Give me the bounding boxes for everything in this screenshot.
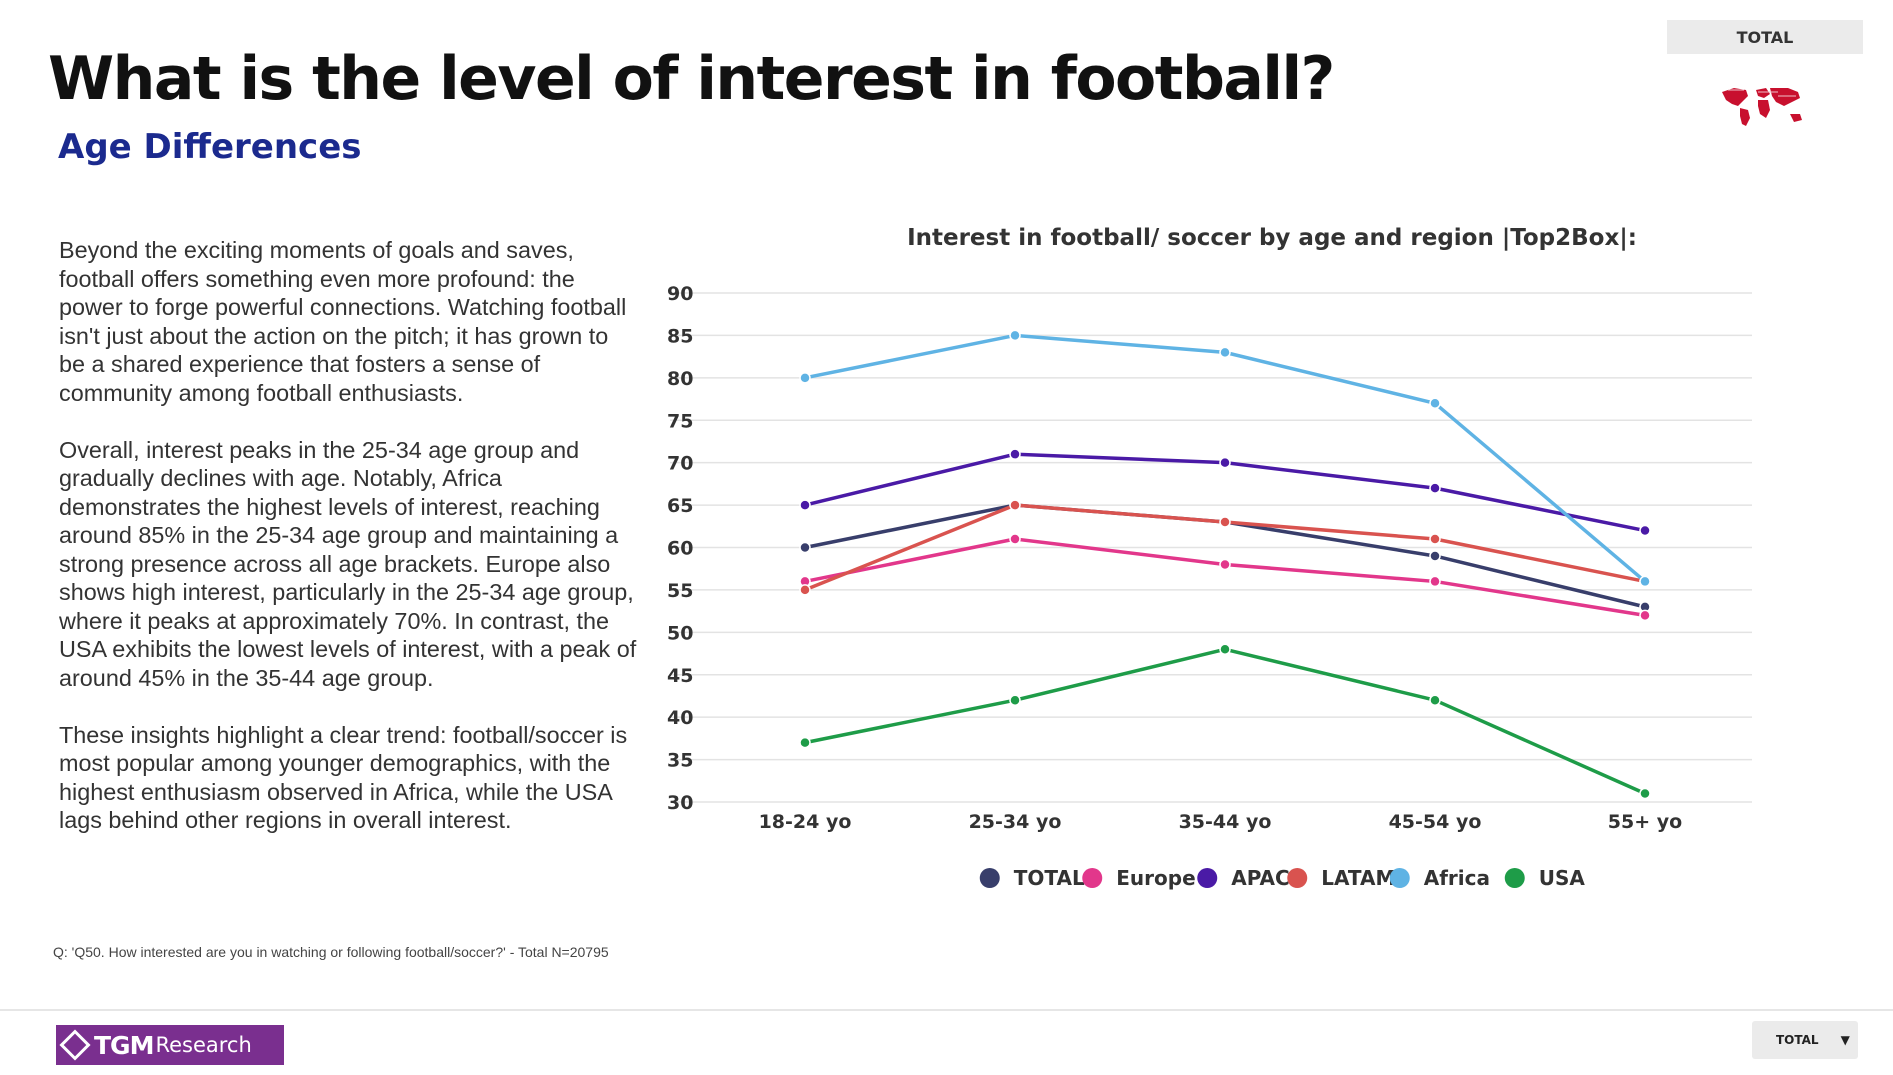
data-point [1009, 329, 1021, 342]
y-tick-label: 40 [667, 707, 693, 729]
y-tick-label: 90 [667, 283, 693, 305]
y-tick-label: 35 [667, 750, 693, 772]
legend-item-africa[interactable]: Africa [1389, 866, 1490, 890]
data-point [1219, 456, 1231, 469]
data-point [1639, 609, 1651, 622]
legend-item-latam[interactable]: LATAM [1287, 866, 1395, 890]
data-point [799, 499, 811, 511]
logo-research-text: Research [155, 1033, 252, 1057]
region-dropdown-label: TOTAL [1776, 1033, 1819, 1047]
x-tick-label: 55+ yo [1608, 811, 1682, 833]
chart-series [799, 329, 1651, 800]
series-africa [799, 329, 1651, 588]
chart-legend: TOTAL Europe APAC LATAM Africa USA [979, 866, 1586, 890]
y-tick-label: 45 [667, 665, 693, 687]
series-latam [799, 499, 1651, 596]
logo-tgm-text: TGM [94, 1030, 154, 1060]
data-point [1639, 575, 1651, 588]
legend-marker [1504, 868, 1525, 888]
legend-label: APAC [1231, 866, 1289, 890]
series-europe [799, 533, 1651, 622]
data-point [1429, 482, 1441, 494]
legend-item-europe[interactable]: Europe [1082, 866, 1196, 890]
legend-marker [1287, 868, 1308, 888]
body-paragraph-1: Beyond the exciting moments of goals and… [59, 237, 627, 406]
data-point [1639, 524, 1651, 537]
data-point [1429, 533, 1441, 545]
page-title: What is the level of interest in footbal… [48, 44, 1335, 114]
series-usa [799, 643, 1651, 800]
data-point [799, 736, 811, 749]
y-tick-label: 50 [667, 622, 693, 644]
data-point [1219, 516, 1231, 528]
data-point [799, 584, 811, 596]
tgm-research-logo[interactable]: TGM Research [56, 1025, 284, 1065]
region-tag[interactable]: TOTAL [1667, 20, 1863, 54]
legend-item-usa[interactable]: USA [1504, 866, 1586, 890]
data-point [1219, 558, 1231, 571]
y-tick-label: 75 [667, 410, 693, 432]
x-axis-ticks: 18-24 yo 25-34 yo 35-44 yo 45-54 yo 55+ yo [759, 811, 1683, 833]
data-point [1009, 694, 1021, 706]
footnote: Q: 'Q50. How interested are you in watch… [53, 944, 609, 960]
legend-label: TOTAL [1014, 866, 1085, 890]
body-paragraph-3: These insights highlight a clear trend: … [59, 721, 628, 834]
legend-item-total[interactable]: TOTAL [979, 866, 1085, 890]
y-tick-label: 30 [667, 792, 693, 814]
y-tick-label: 55 [667, 580, 693, 602]
data-point [799, 372, 811, 384]
legend-marker [1389, 868, 1410, 888]
data-point [1429, 694, 1441, 706]
x-tick-label: 18-24 yo [759, 811, 852, 833]
chart-grid [670, 292, 1752, 803]
world-map-icon [1722, 88, 1802, 126]
data-point [1219, 346, 1231, 359]
footer: TGM Research TOTAL ▼ [0, 1009, 1893, 1075]
data-point [1009, 448, 1021, 460]
series-line [804, 647, 1646, 796]
legend-marker [979, 868, 1000, 888]
legend-label: Europe [1116, 866, 1195, 890]
x-tick-label: 35-44 yo [1179, 811, 1272, 833]
logo-diamond-icon [59, 1029, 91, 1061]
x-tick-label: 45-54 yo [1389, 811, 1482, 833]
legend-label: Africa [1424, 866, 1490, 890]
body-text: Beyond the exciting moments of goals and… [59, 236, 639, 863]
chart-title: Interest in football/ soccer by age and … [907, 225, 1637, 251]
legend-label: LATAM [1321, 866, 1395, 890]
y-tick-label: 80 [667, 368, 693, 390]
y-tick-label: 70 [667, 453, 693, 475]
data-point [799, 541, 811, 554]
legend-marker [1082, 868, 1103, 888]
series-apac [799, 448, 1651, 537]
legend-marker [1197, 868, 1218, 888]
data-point [1429, 397, 1441, 410]
data-point [1009, 533, 1021, 545]
region-dropdown[interactable]: TOTAL ▼ [1752, 1021, 1858, 1059]
y-tick-label: 85 [667, 325, 693, 347]
y-tick-label: 60 [667, 538, 693, 560]
body-paragraph-2: Overall, interest peaks in the 25-34 age… [59, 436, 637, 691]
x-tick-label: 25-34 yo [969, 811, 1062, 833]
chevron-down-icon: ▼ [1840, 1033, 1850, 1047]
legend-item-apac[interactable]: APAC [1197, 866, 1290, 890]
legend-label: USA [1539, 866, 1586, 890]
page-subtitle: Age Differences [58, 127, 362, 167]
data-point [1429, 575, 1441, 588]
line-chart: Interest in football/ soccer by age and … [667, 225, 1752, 890]
data-point [1639, 787, 1651, 800]
y-tick-label: 65 [667, 495, 693, 517]
data-point [1219, 643, 1231, 656]
data-point [1009, 499, 1021, 511]
y-axis-ticks: 90 85 80 75 70 65 60 55 50 45 40 35 30 [667, 283, 693, 814]
data-point [1429, 550, 1441, 562]
